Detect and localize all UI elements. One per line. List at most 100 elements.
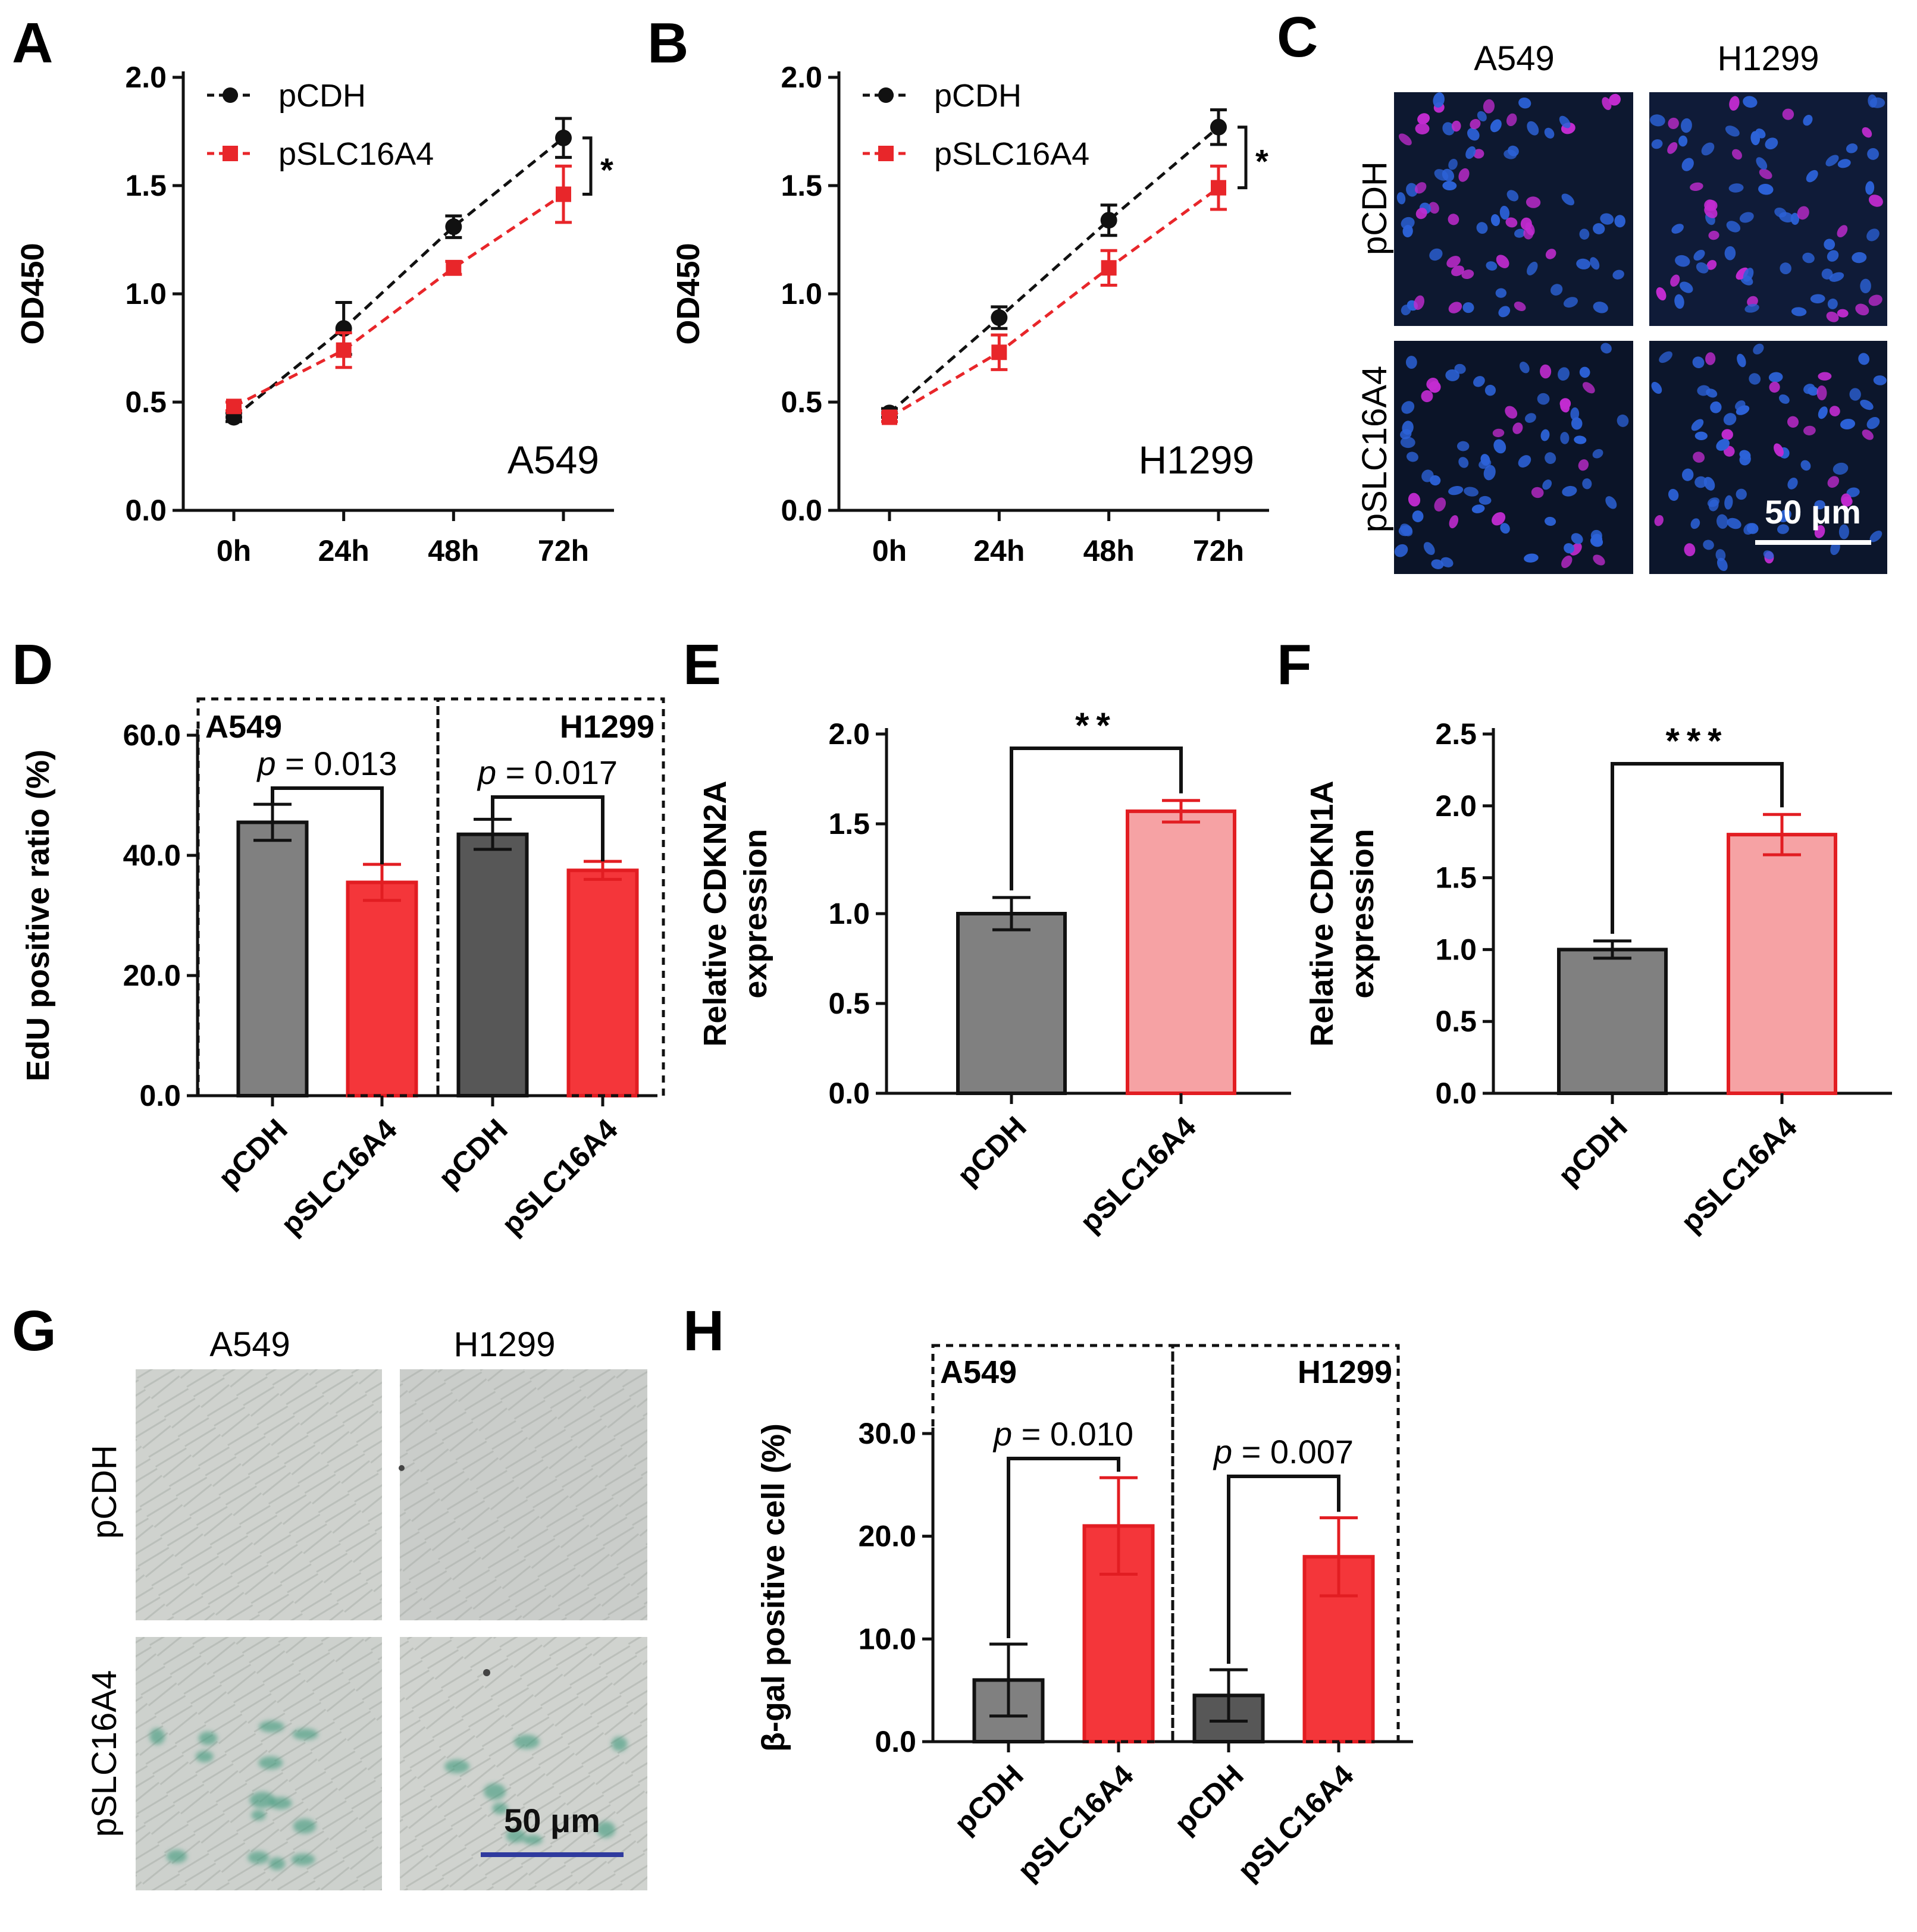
nucleus — [1858, 353, 1870, 365]
nucleus — [1477, 111, 1487, 122]
y-tick-label: 2.0 — [781, 61, 822, 94]
nucleus — [1400, 429, 1412, 440]
nucleus — [1690, 182, 1703, 192]
nucleus — [1726, 221, 1741, 233]
nucleus — [1462, 302, 1474, 313]
nucleus — [1829, 406, 1840, 416]
nucleus — [1492, 512, 1506, 526]
nucleus — [1791, 307, 1807, 316]
nucleus — [1743, 96, 1758, 108]
x-tick-label: pSLC16A4 — [495, 1112, 624, 1241]
nucleus — [1710, 401, 1722, 413]
micrograph-c-h1299-pslc16a4 — [1649, 341, 1887, 574]
nucleus — [1571, 533, 1583, 544]
debris — [483, 1669, 490, 1676]
y-tick-label: 2.0 — [828, 717, 870, 751]
nucleus — [1609, 93, 1621, 106]
nucleus — [1704, 199, 1716, 211]
nucleus — [1559, 115, 1571, 128]
nucleus — [1725, 126, 1740, 137]
x-tick-label: pCDH — [1552, 1110, 1634, 1192]
group-label-h1299: H1299 — [1298, 1354, 1392, 1390]
nucleus — [1500, 523, 1510, 534]
nucleus — [1448, 158, 1458, 170]
x-tick-label: pCDH — [212, 1112, 294, 1194]
x-tick-label: 48h — [1083, 534, 1135, 567]
nucleus — [1571, 417, 1583, 430]
nucleus — [1846, 487, 1860, 497]
nucleus — [1869, 531, 1882, 542]
nucleus — [1414, 182, 1427, 194]
group-box-h1299 — [436, 697, 665, 1097]
nucleus — [1498, 306, 1511, 318]
nucleus — [1651, 382, 1662, 394]
x-tick-label: pSLC16A4 — [1674, 1110, 1803, 1239]
nucleus — [1829, 272, 1844, 282]
x-tick-label: pSLC16A4 — [1231, 1758, 1360, 1887]
nucleus — [1728, 183, 1744, 193]
data-point-pSLC16A4 — [991, 344, 1007, 360]
nucleus — [1545, 516, 1556, 526]
nucleus — [1651, 139, 1663, 149]
nucleus — [1743, 268, 1754, 282]
nucleus — [1492, 428, 1505, 437]
legend-marker — [223, 146, 238, 161]
panel-g-row-pcdh: pCDH — [85, 1445, 124, 1539]
stained-cell — [268, 1857, 286, 1870]
nucleus — [1696, 262, 1709, 274]
nucleus — [1787, 478, 1798, 490]
nucleus — [1826, 311, 1839, 322]
data-point-pCDH — [555, 129, 572, 146]
nucleus — [1846, 143, 1858, 153]
nucleus — [1562, 485, 1577, 497]
y-tick-label: 1.0 — [828, 897, 870, 930]
y-tick-label: 30.0 — [859, 1417, 916, 1450]
nucleus — [1756, 157, 1768, 170]
nucleus — [1523, 227, 1534, 240]
nucleus — [1708, 230, 1719, 240]
panel-label-e: E — [683, 633, 721, 697]
stained-cell — [513, 1735, 540, 1749]
nucleus — [1866, 417, 1880, 429]
nucleus — [1576, 258, 1591, 269]
data-point-pSLC16A4 — [556, 186, 571, 202]
nucleus — [1671, 224, 1684, 234]
y-axis-label: EdU positive ratio (%) — [20, 749, 56, 1081]
nucleus — [1401, 305, 1411, 315]
x-tick-label: pCDH — [1168, 1758, 1250, 1840]
y-axis-label: OD450 — [671, 243, 706, 344]
y-tick-label: 0.0 — [1435, 1077, 1477, 1110]
comparison-bracket — [1010, 747, 1183, 890]
group-box-a549 — [931, 1344, 1174, 1743]
y-tick-label: 1.5 — [781, 169, 822, 202]
nucleus — [1396, 192, 1406, 205]
comparison-bracket — [491, 795, 604, 862]
nucleus — [1527, 262, 1538, 275]
chart-d-edu-ratio: 0.0 20.0 40.0 60.0 EdU positive ratio (%) pCD… — [20, 697, 665, 1241]
nucleus — [1703, 540, 1714, 550]
y-axis-label: expression — [738, 829, 773, 998]
nucleus — [1471, 504, 1485, 513]
bgal-stained-cells — [149, 1465, 628, 1870]
bar-pCDH — [1557, 948, 1668, 1096]
nucleus — [1807, 386, 1819, 396]
nucleus — [1473, 376, 1485, 387]
nucleus — [1456, 441, 1470, 451]
nucleus — [1814, 525, 1825, 538]
stained-cell — [291, 1853, 315, 1866]
stained-cell — [492, 1802, 508, 1815]
significance-marker: *** — [1665, 721, 1728, 761]
y-tick-label: 0.0 — [828, 1077, 870, 1110]
nucleus — [1746, 523, 1759, 534]
nucleus — [1838, 524, 1849, 540]
nucleus — [1736, 488, 1747, 500]
nucleus — [1483, 99, 1495, 114]
nucleus — [1810, 294, 1825, 303]
nucleus — [1458, 457, 1469, 468]
nucleus — [1803, 115, 1813, 126]
nucleus — [1739, 212, 1754, 223]
x-tick-label: pCDH — [432, 1112, 514, 1194]
nucleus — [1400, 437, 1415, 448]
stained-cell — [506, 1828, 526, 1843]
nucleus — [1540, 364, 1552, 379]
